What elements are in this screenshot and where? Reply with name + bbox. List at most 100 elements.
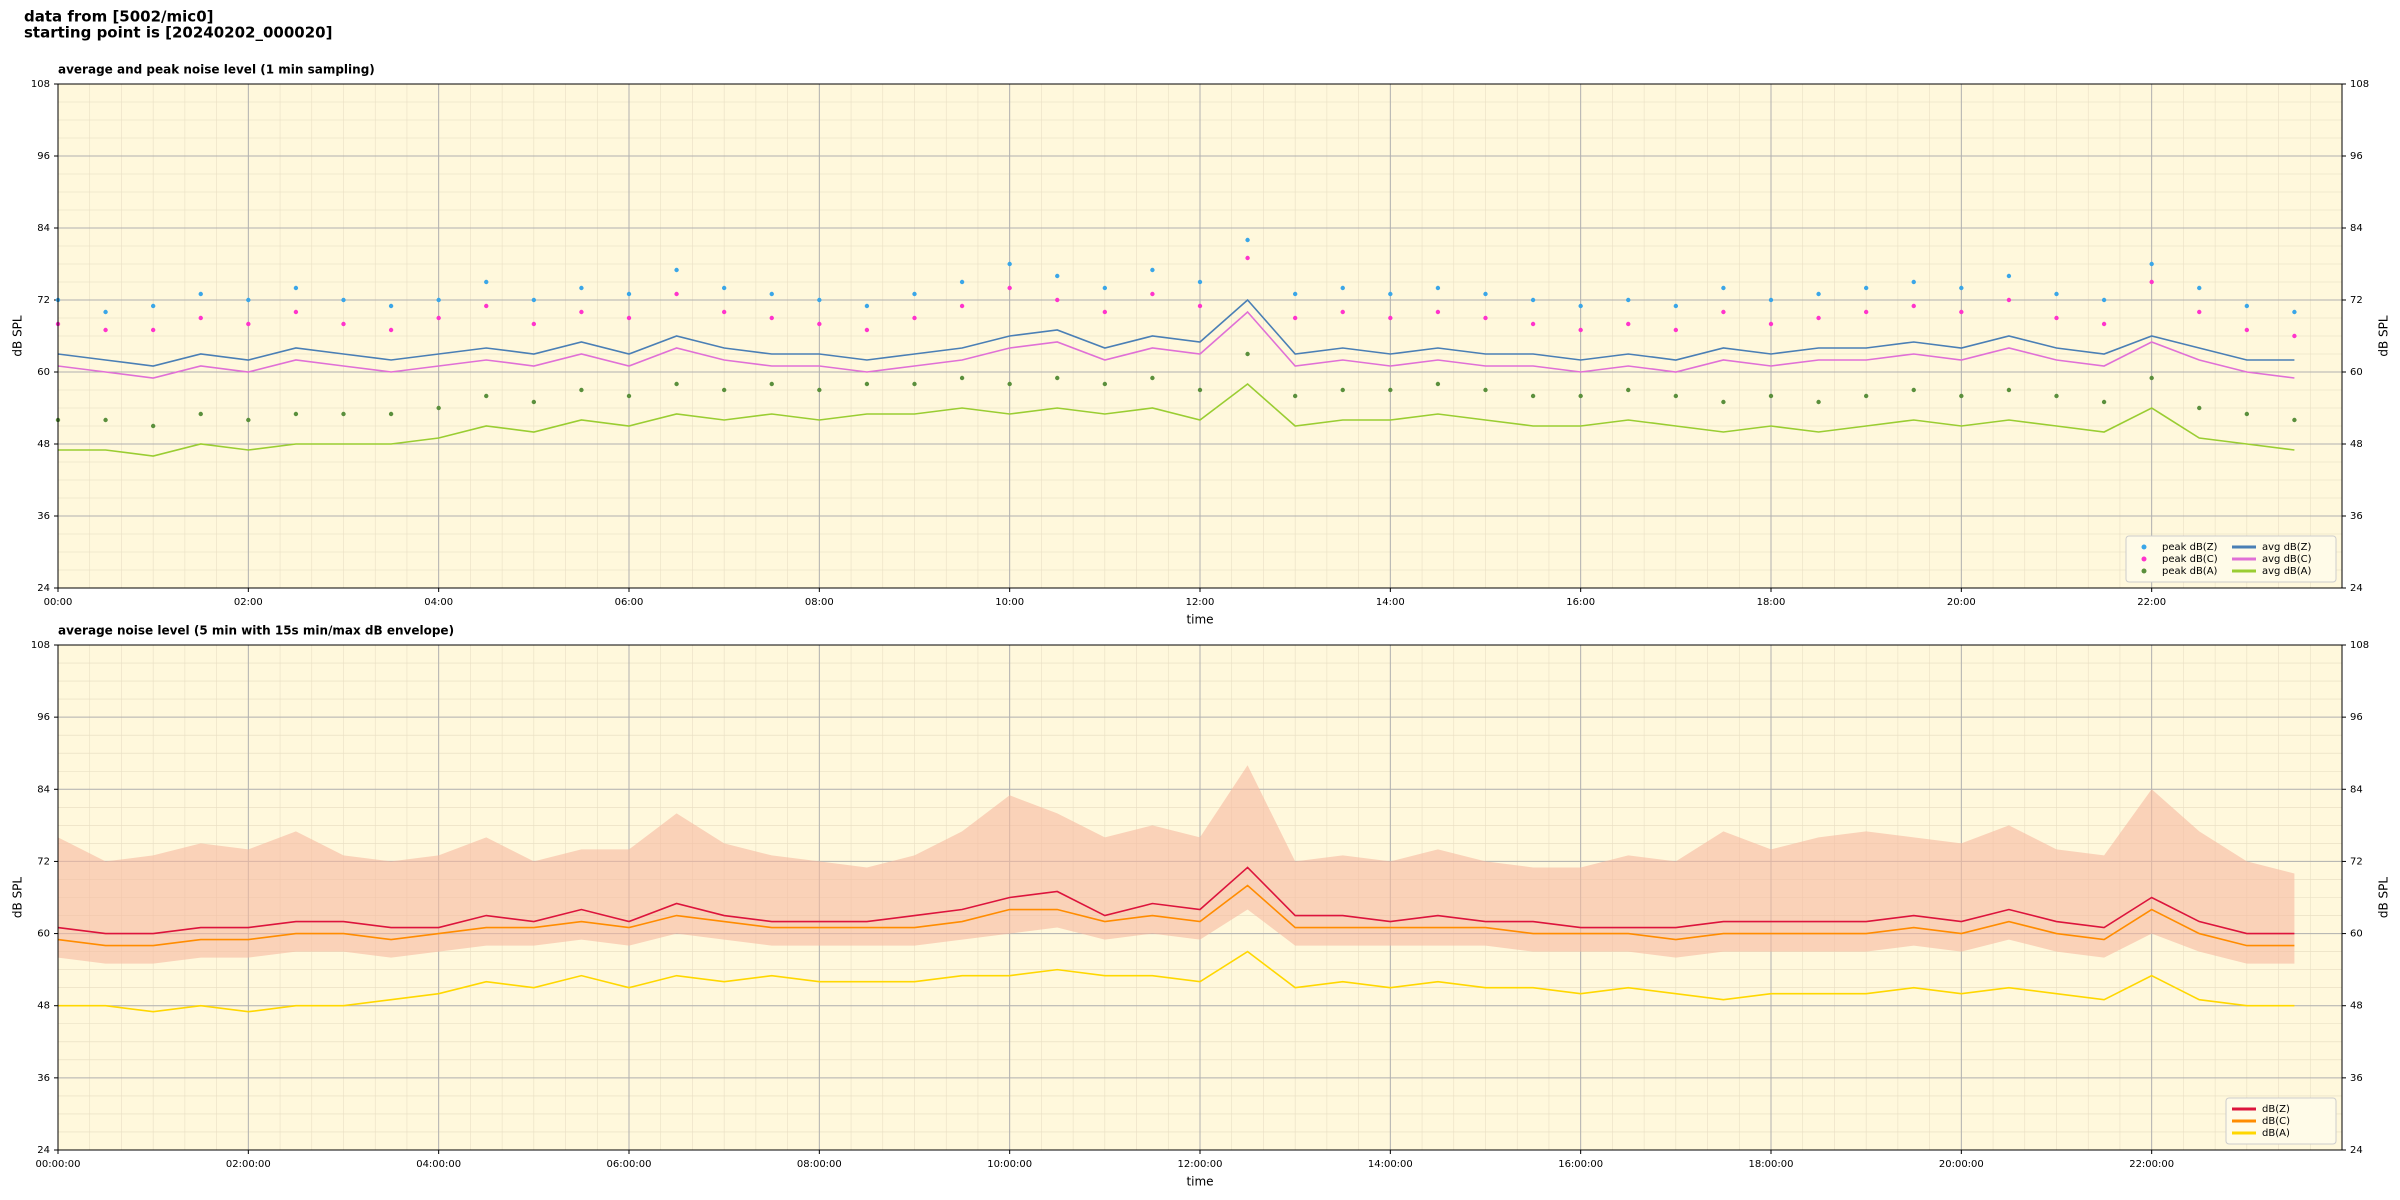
x-tick-label: 02:00 [234, 597, 263, 608]
peak-point [912, 291, 917, 297]
y-tick-label: 36 [2350, 1073, 2363, 1084]
y-tick-label: 96 [37, 712, 50, 723]
peak-point [484, 279, 489, 285]
peak-point [1435, 381, 1441, 387]
peak-point [2006, 297, 2012, 303]
legend-marker [2141, 544, 2147, 550]
x-tick-label: 14:00 [1376, 597, 1405, 608]
subplot-title: average and peak noise level (1 min samp… [58, 63, 375, 77]
peak-point [959, 303, 965, 309]
peak-point [1388, 387, 1393, 393]
peak-point [1816, 315, 1821, 321]
peak-point [674, 291, 679, 297]
legend-label: dB(A) [2262, 1128, 2290, 1139]
x-tick-label: 00:00:00 [36, 1159, 81, 1170]
y-axis-label: dB SPL [11, 315, 25, 357]
y-tick-label: 72 [2350, 856, 2363, 867]
y-tick-label: 96 [2350, 151, 2363, 162]
peak-point [1435, 285, 1441, 291]
x-tick-label: 22:00 [2137, 597, 2166, 608]
peak-point [293, 285, 299, 291]
peak-point [484, 393, 489, 399]
y-tick-label: 96 [37, 151, 50, 162]
peak-point [721, 285, 727, 291]
legend-label: peak dB(Z) [2162, 542, 2218, 553]
peak-point [1578, 303, 1583, 309]
y-tick-label: 108 [2350, 640, 2369, 651]
peak-point [1245, 255, 1250, 261]
series-line [57, 298, 2295, 367]
y-tick-label: 24 [2350, 1145, 2363, 1156]
y-tick-label: 48 [37, 439, 50, 450]
y-tick-label: 84 [37, 784, 50, 795]
peak-point [1911, 303, 1916, 309]
peak-point [1863, 285, 1869, 291]
series-line [57, 884, 2295, 947]
peak-point [1673, 327, 1679, 333]
x-tick-label: 06:00 [615, 597, 644, 608]
peak-point [1007, 261, 1012, 267]
peak-point [1626, 387, 1631, 393]
peak-point [531, 399, 537, 405]
peak-point [1911, 279, 1916, 285]
peak-point [1340, 285, 1345, 291]
x-tick-label: 02:00:00 [226, 1159, 271, 1170]
peak-point [1721, 399, 1726, 405]
peak-point [103, 417, 108, 423]
y-tick-label: 24 [37, 1145, 50, 1156]
header-line: data from [5002/mic0] [24, 8, 214, 26]
peak-point [1578, 393, 1583, 399]
peak-point [1578, 327, 1583, 333]
x-tick-label: 16:00:00 [1558, 1159, 1603, 1170]
peak-point [2101, 399, 2107, 405]
series-line [57, 310, 2295, 379]
peak-point [1530, 393, 1536, 399]
x-axis-label: time [1186, 1175, 1213, 1189]
x-tick-label: 22:00:00 [2129, 1159, 2174, 1170]
peak-point [293, 309, 299, 315]
peak-point [626, 291, 632, 297]
legend-marker [2141, 568, 2147, 574]
peak-point [436, 315, 441, 321]
x-tick-label: 16:00 [1566, 597, 1595, 608]
x-tick-label: 12:00 [1186, 597, 1215, 608]
y-tick-label: 36 [37, 1073, 50, 1084]
peak-point [626, 393, 632, 399]
peak-point [864, 303, 870, 309]
peak-point [2006, 273, 2012, 279]
peak-point [769, 381, 774, 387]
peak-point [150, 327, 156, 333]
peak-point [293, 411, 299, 417]
peak-point [436, 297, 441, 303]
peak-point [2101, 297, 2107, 303]
peak-point [388, 411, 394, 417]
peak-point [103, 309, 108, 315]
subplot-title: average noise level (5 min with 15s min/… [58, 624, 454, 638]
peak-point [198, 291, 203, 297]
peak-point [2054, 393, 2059, 399]
peak-point [817, 387, 822, 393]
peak-point [484, 303, 489, 309]
x-tick-label: 14:00:00 [1368, 1159, 1413, 1170]
peak-point [674, 267, 679, 273]
peak-point [1768, 321, 1774, 327]
peak-point [1626, 321, 1631, 327]
legend-label: avg dB(C) [2262, 554, 2312, 565]
peak-point [1816, 399, 1821, 405]
y-tick-label: 60 [2350, 929, 2363, 940]
x-tick-label: 20:00:00 [1939, 1159, 1984, 1170]
peak-point [1007, 381, 1012, 387]
peak-point [817, 321, 822, 327]
plot-frame [57, 644, 2343, 1151]
x-tick-label: 06:00:00 [607, 1159, 652, 1170]
peak-point [436, 405, 441, 411]
peak-point [1007, 285, 1012, 291]
peak-point [959, 279, 965, 285]
peak-point [1340, 309, 1345, 315]
peak-point [1055, 297, 1060, 303]
peak-point [2244, 411, 2250, 417]
peak-point [674, 381, 679, 387]
subplot: 24 24 36 36 48 48 60 60 72 72 84 84 96 96 108 108 00:00:… [11, 624, 2391, 1189]
y-tick-label: 84 [37, 223, 50, 234]
